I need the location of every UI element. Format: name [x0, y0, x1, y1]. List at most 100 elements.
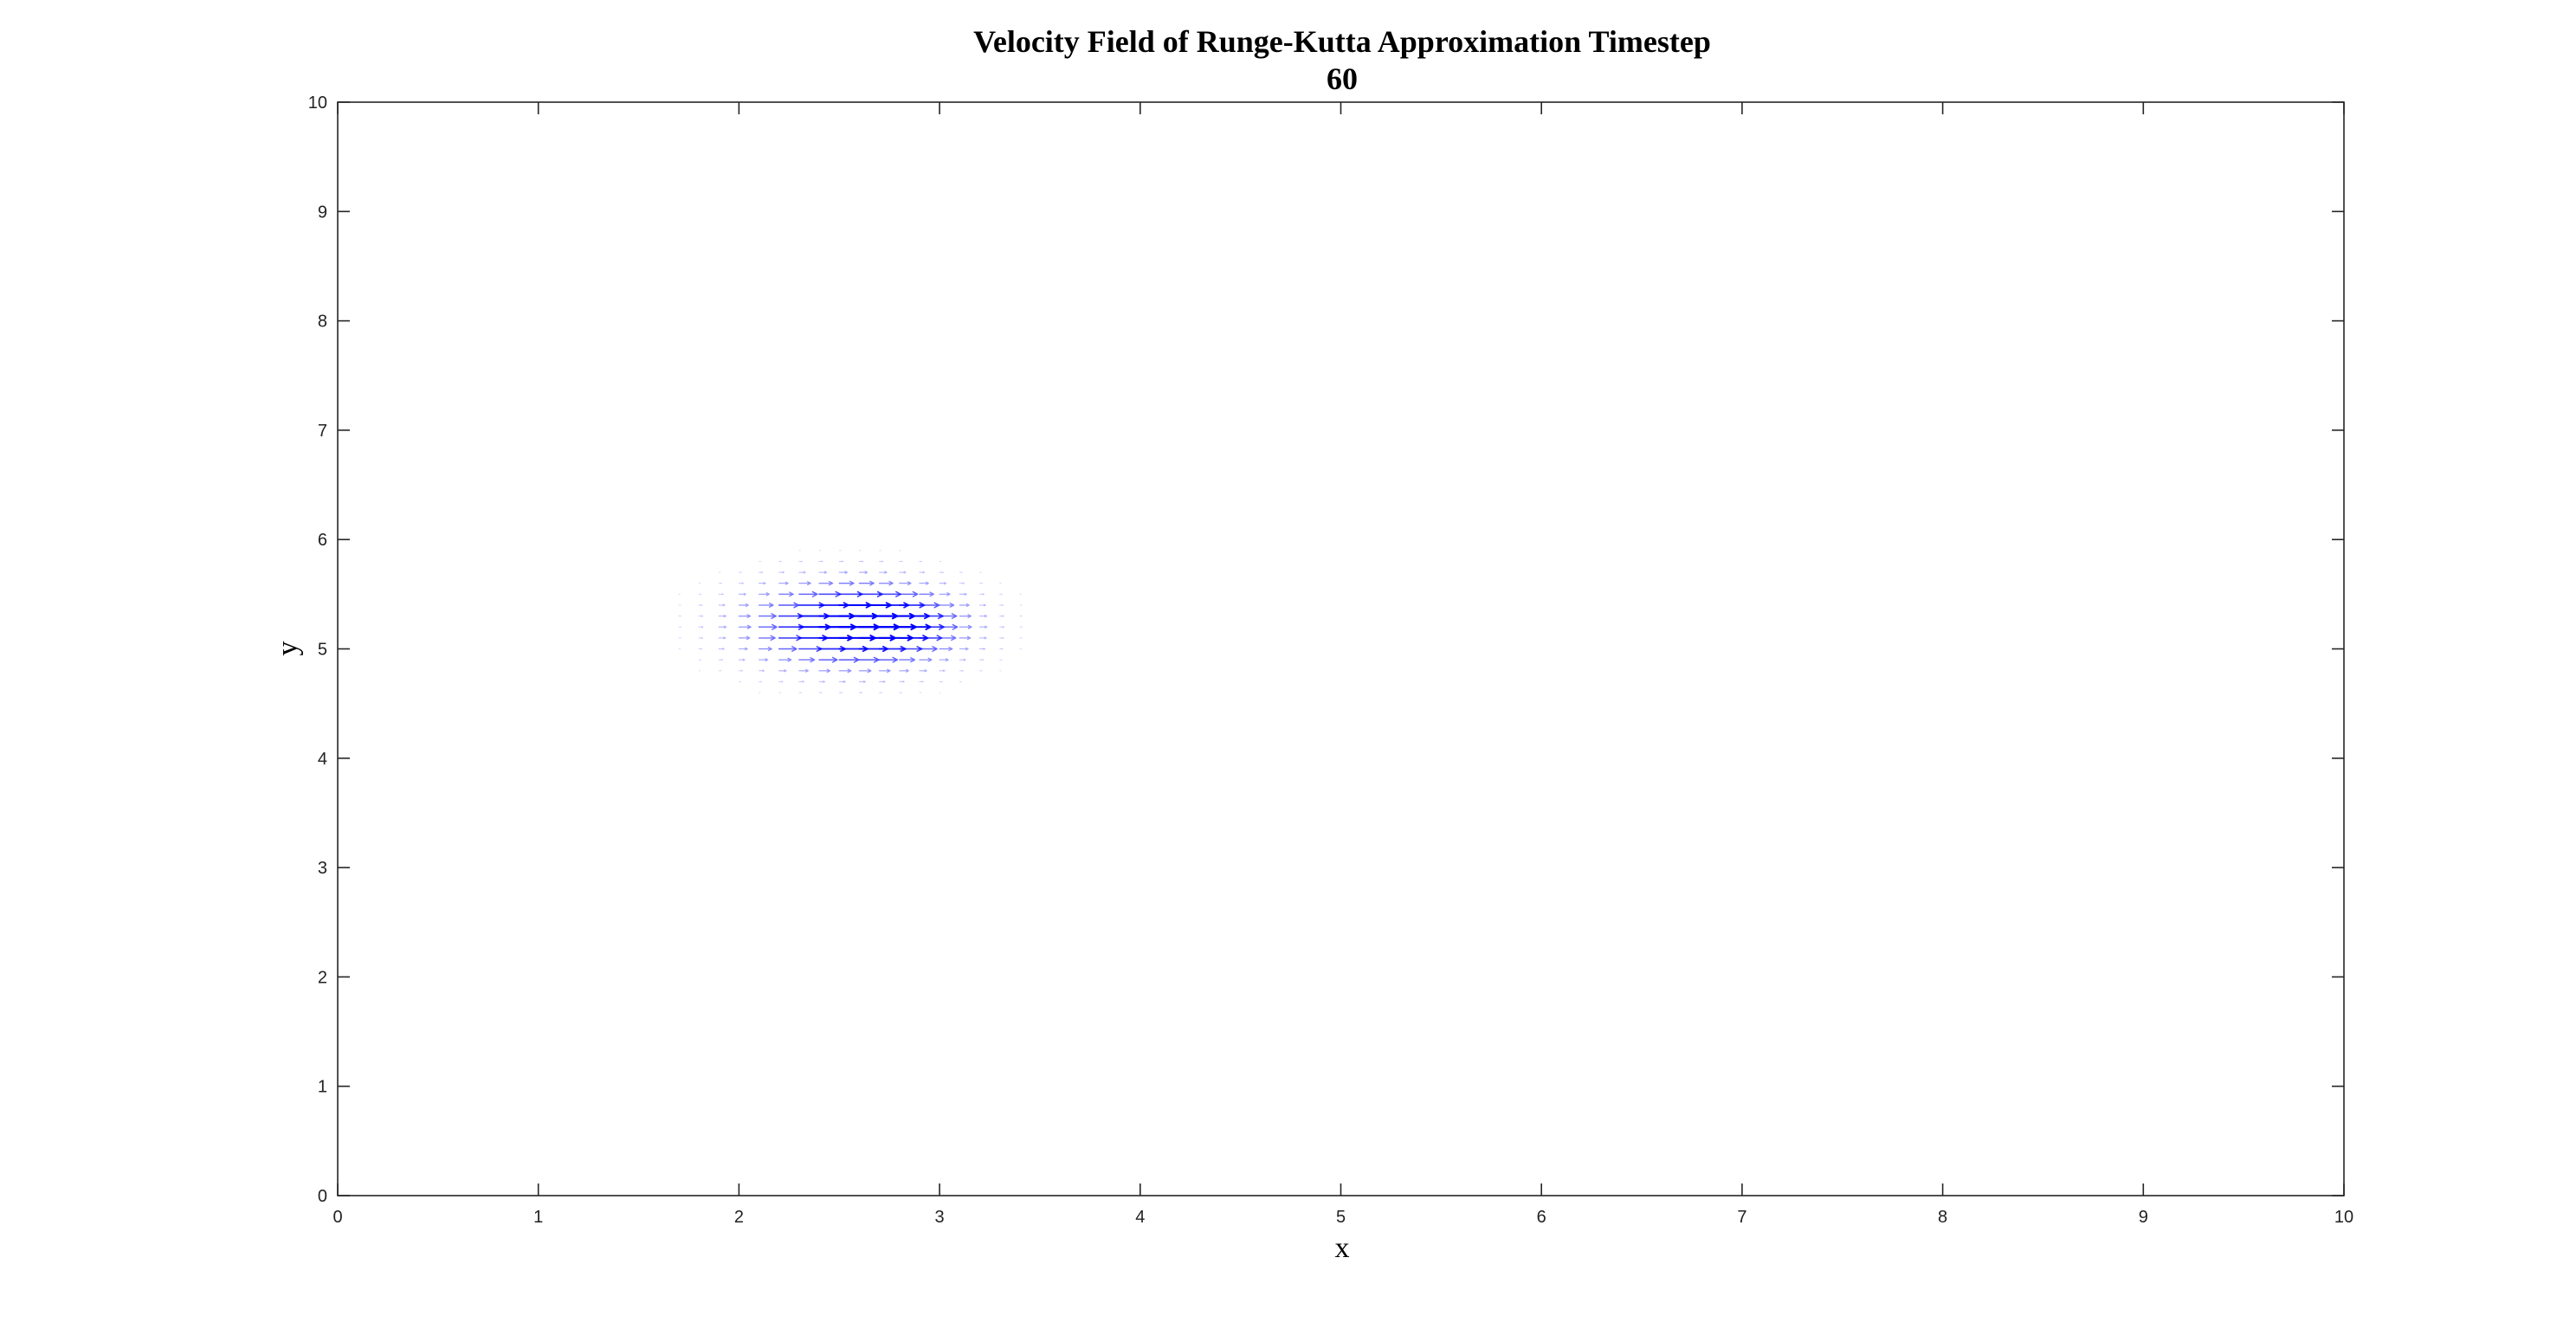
- velocity-arrow: [698, 603, 703, 606]
- velocity-arrow: [778, 669, 787, 673]
- velocity-arrow: [838, 668, 852, 674]
- velocity-arrow: [759, 658, 769, 662]
- velocity-arrow: [878, 580, 894, 586]
- velocity-arrow: [1019, 604, 1023, 606]
- velocity-arrow: [999, 636, 1004, 639]
- velocity-arrow: [798, 560, 803, 563]
- velocity-arrow: [718, 636, 726, 640]
- velocity-arrow: [879, 668, 891, 674]
- velocity-arrow: [1019, 637, 1023, 639]
- velocity-arrow: [818, 580, 834, 586]
- velocity-arrow: [718, 603, 726, 607]
- velocity-arrow: [978, 593, 985, 596]
- velocity-arrow: [718, 648, 725, 650]
- velocity-arrow: [858, 560, 864, 563]
- velocity-arrow: [939, 592, 951, 597]
- velocity-arrow: [939, 603, 955, 608]
- velocity-arrow: [999, 593, 1003, 596]
- velocity-arrow: [778, 646, 797, 652]
- velocity-arrow: [959, 582, 965, 584]
- y-axis-label: y: [272, 642, 304, 656]
- x-tick-label: 2: [734, 1208, 744, 1227]
- velocity-arrow: [758, 635, 776, 642]
- y-tick-label: 9: [318, 203, 327, 222]
- velocity-arrow: [778, 680, 784, 683]
- x-axis-label: x: [1335, 1232, 1350, 1264]
- velocity-arrow: [899, 560, 903, 563]
- axis-ticks: [337, 101, 2345, 1196]
- chart-title-line-2: 60: [1327, 61, 1358, 96]
- velocity-arrow: [778, 571, 784, 574]
- x-tick-label: 3: [935, 1208, 945, 1227]
- velocity-arrow: [999, 603, 1004, 606]
- velocity-arrow: [978, 625, 988, 629]
- velocity-arrow: [999, 626, 1004, 629]
- velocity-arrow: [738, 658, 746, 661]
- velocity-arrow: [978, 659, 985, 661]
- velocity-arrow: [778, 581, 789, 585]
- velocity-arrow: [759, 560, 762, 563]
- velocity-arrow: [939, 658, 949, 662]
- velocity-arrow: [939, 613, 958, 619]
- velocity-arrow: [838, 560, 844, 563]
- velocity-arrow: [959, 614, 972, 618]
- plot-area: [337, 101, 2345, 1196]
- velocity-arrow: [858, 571, 868, 574]
- x-tick-label: 9: [2139, 1208, 2148, 1227]
- y-tick-labels: 0 1 2 3 4 5 6 7 8 9 10: [308, 94, 327, 1206]
- velocity-arrow: [978, 582, 984, 584]
- velocity-arrow: [879, 560, 884, 563]
- x-tick-labels: 0 1 2 3 4 5 6 7 8 9 10: [332, 1208, 2353, 1227]
- velocity-arrow: [778, 560, 782, 563]
- velocity-arrow: [939, 635, 957, 642]
- velocity-arrow: [758, 603, 774, 608]
- velocity-arrow: [838, 571, 849, 574]
- velocity-arrow: [879, 680, 886, 683]
- velocity-arrow: [899, 590, 919, 597]
- velocity-arrow: [978, 669, 983, 672]
- velocity-arrow: [798, 680, 804, 683]
- velocity-arrow: [738, 571, 742, 573]
- velocity-arrow: [919, 581, 929, 585]
- y-tick-label: 5: [318, 641, 327, 660]
- velocity-arrow: [698, 636, 703, 639]
- velocity-arrow: [978, 648, 986, 650]
- velocity-arrow: [959, 571, 963, 573]
- y-tick-label: 3: [318, 859, 327, 878]
- x-tick-label: 7: [1737, 1208, 1746, 1227]
- velocity-arrow: [738, 624, 752, 629]
- y-tick-label: 6: [318, 531, 327, 550]
- velocity-arrow: [919, 669, 927, 673]
- velocity-arrow: [778, 657, 792, 662]
- velocity-arrow: [959, 603, 970, 608]
- velocity-arrow: [1019, 626, 1023, 629]
- y-tick-label: 8: [318, 313, 327, 332]
- velocity-arrow: [939, 571, 944, 574]
- velocity-arrow: [939, 582, 947, 585]
- velocity-arrow: [818, 680, 826, 683]
- velocity-arrow: [919, 680, 924, 683]
- velocity-arrow: [919, 591, 935, 597]
- velocity-arrow: [1019, 648, 1023, 650]
- velocity-arrow: [738, 592, 746, 596]
- velocity-arrow: [698, 659, 701, 661]
- velocity-arrow: [759, 680, 763, 683]
- velocity-arrow: [978, 614, 988, 618]
- velocity-arrow: [738, 603, 749, 608]
- velocity-arrow: [939, 680, 943, 683]
- velocity-arrow: [738, 614, 752, 618]
- velocity-arrow: [698, 648, 703, 650]
- velocity-arrow: [798, 571, 806, 574]
- y-tick-label: 4: [318, 750, 327, 769]
- velocity-arrow: [738, 582, 744, 584]
- velocity-arrow: [798, 581, 811, 586]
- velocity-arrow: [678, 637, 681, 639]
- velocity-arrow: [959, 635, 972, 641]
- velocity-arrow: [818, 571, 828, 574]
- velocity-arrow: [818, 560, 823, 563]
- velocity-arrow: [959, 647, 969, 651]
- velocity-arrow: [698, 593, 702, 596]
- x-tick-label: 1: [533, 1208, 543, 1227]
- velocity-arrow: [939, 623, 959, 630]
